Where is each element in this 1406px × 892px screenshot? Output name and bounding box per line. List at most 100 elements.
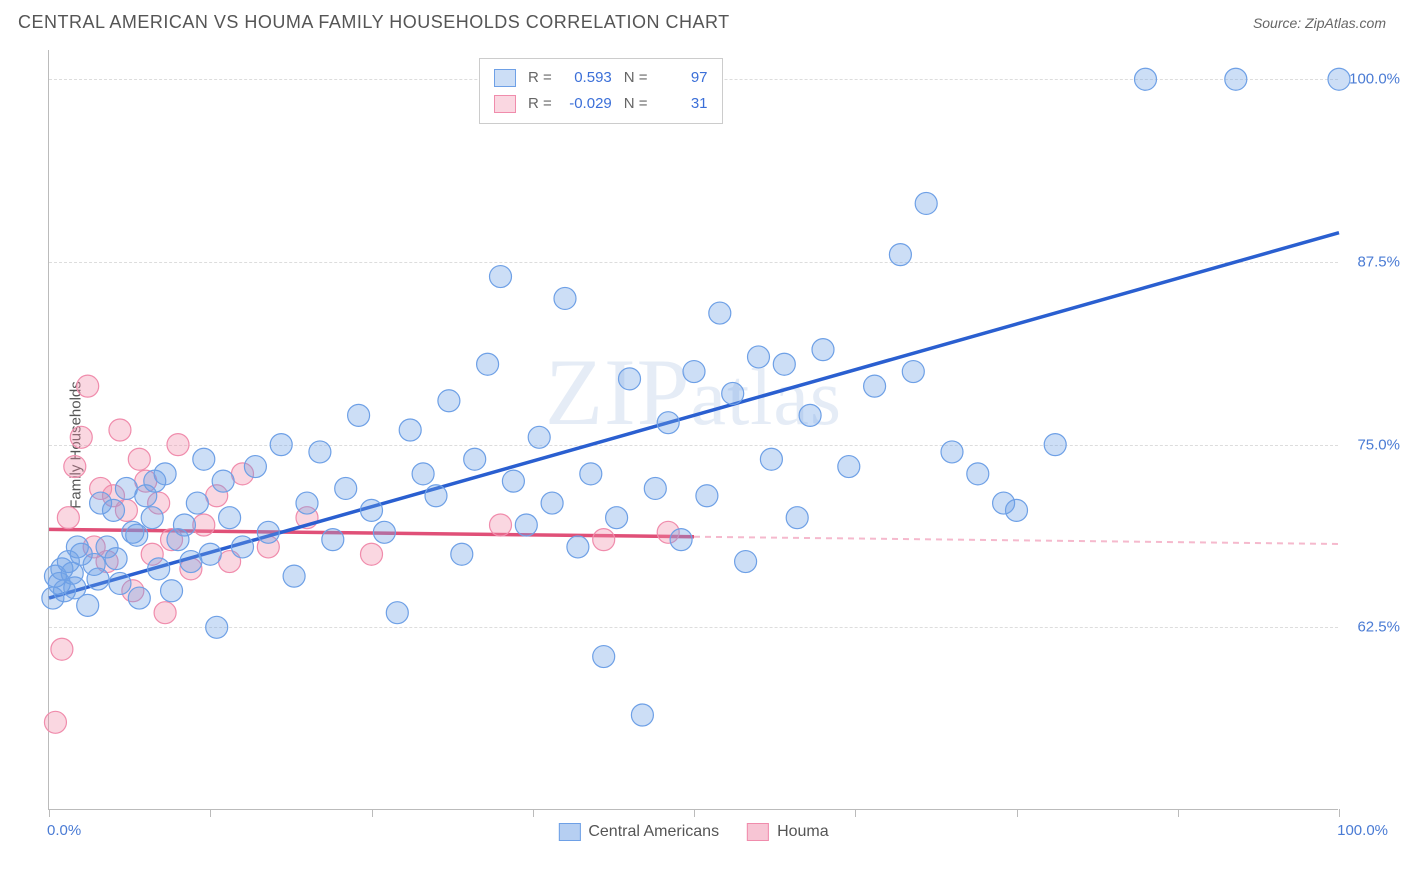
- scatter-point: [103, 499, 125, 521]
- scatter-point: [838, 456, 860, 478]
- stats-row-0: R = 0.593 N = 97: [494, 65, 708, 91]
- scatter-point: [502, 470, 524, 492]
- scatter-point: [219, 507, 241, 529]
- scatter-point: [696, 485, 718, 507]
- stats-row-1: R = -0.029 N = 31: [494, 91, 708, 117]
- scatter-point: [490, 266, 512, 288]
- scatter-point: [296, 492, 318, 514]
- chart-title: CENTRAL AMERICAN VS HOUMA FAMILY HOUSEHO…: [18, 12, 730, 33]
- scatter-point: [105, 548, 127, 570]
- scatter-point: [593, 646, 615, 668]
- stat-r-value: -0.029: [560, 91, 612, 117]
- scatter-point: [212, 470, 234, 492]
- scatter-point: [580, 463, 602, 485]
- x-tick: [372, 809, 373, 817]
- scatter-point: [425, 485, 447, 507]
- stats-legend: R = 0.593 N = 97 R = -0.029 N = 31: [479, 58, 723, 124]
- scatter-point: [283, 565, 305, 587]
- scatter-point: [148, 558, 170, 580]
- scatter-point: [644, 477, 666, 499]
- scatter-point: [186, 492, 208, 514]
- scatter-point: [451, 543, 473, 565]
- scatter-svg: [49, 50, 1338, 809]
- scatter-point: [180, 551, 202, 573]
- scatter-point: [109, 419, 131, 441]
- scatter-point: [1044, 434, 1066, 456]
- scatter-point: [864, 375, 886, 397]
- scatter-point: [61, 562, 83, 584]
- x-tick: [1339, 809, 1340, 817]
- scatter-point: [206, 616, 228, 638]
- stat-n-label: N =: [624, 65, 648, 91]
- stat-r-value: 0.593: [560, 65, 612, 91]
- scatter-point: [66, 536, 88, 558]
- legend-label: Houma: [777, 823, 829, 841]
- scatter-point: [199, 543, 221, 565]
- scatter-point: [567, 536, 589, 558]
- scatter-point: [631, 704, 653, 726]
- stat-n-label: N =: [624, 91, 648, 117]
- scatter-point: [51, 638, 73, 660]
- scatter-point: [386, 602, 408, 624]
- scatter-point: [902, 361, 924, 383]
- scatter-point: [173, 514, 195, 536]
- scatter-point: [412, 463, 434, 485]
- x-tick: [1017, 809, 1018, 817]
- scatter-point: [335, 477, 357, 499]
- scatter-point: [399, 419, 421, 441]
- scatter-point: [541, 492, 563, 514]
- scatter-point: [361, 543, 383, 565]
- scatter-point: [1328, 68, 1350, 90]
- scatter-point: [683, 361, 705, 383]
- scatter-point: [1225, 68, 1247, 90]
- scatter-point: [167, 434, 189, 456]
- scatter-point: [42, 587, 64, 609]
- scatter-point: [941, 441, 963, 463]
- source-attribution: Source: ZipAtlas.com: [1253, 15, 1386, 31]
- scatter-point: [77, 375, 99, 397]
- x-tick: [533, 809, 534, 817]
- scatter-point: [799, 404, 821, 426]
- regression-line-dashed: [694, 537, 1339, 544]
- scatter-point: [193, 514, 215, 536]
- scatter-point: [244, 456, 266, 478]
- stat-n-value: 31: [656, 91, 708, 117]
- scatter-point: [515, 514, 537, 536]
- x-tick: [1178, 809, 1179, 817]
- scatter-point: [619, 368, 641, 390]
- scatter-point: [128, 448, 150, 470]
- swatch-icon: [558, 823, 580, 841]
- scatter-point: [128, 587, 150, 609]
- chart-container: Family Households ZIPatlas 62.5%75.0%87.…: [48, 50, 1388, 840]
- scatter-point: [257, 521, 279, 543]
- stat-r-label: R =: [528, 65, 552, 91]
- x-axis-left-label: 0.0%: [47, 822, 81, 839]
- scatter-point: [87, 568, 109, 590]
- scatter-point: [889, 244, 911, 266]
- x-tick: [694, 809, 695, 817]
- scatter-point: [1006, 499, 1028, 521]
- scatter-point: [77, 594, 99, 616]
- scatter-point: [70, 426, 92, 448]
- x-tick: [49, 809, 50, 817]
- scatter-point: [322, 529, 344, 551]
- scatter-point: [477, 353, 499, 375]
- scatter-point: [786, 507, 808, 529]
- scatter-point: [760, 448, 782, 470]
- stat-n-value: 97: [656, 65, 708, 91]
- scatter-point: [193, 448, 215, 470]
- legend-item-0: Central Americans: [558, 823, 719, 841]
- scatter-point: [64, 456, 86, 478]
- scatter-point: [915, 192, 937, 214]
- scatter-point: [735, 551, 757, 573]
- scatter-point: [161, 580, 183, 602]
- x-tick: [855, 809, 856, 817]
- scatter-point: [490, 514, 512, 536]
- scatter-point: [126, 524, 148, 546]
- swatch-icon: [747, 823, 769, 841]
- scatter-point: [464, 448, 486, 470]
- scatter-point: [967, 463, 989, 485]
- x-axis-right-label: 100.0%: [1337, 822, 1388, 839]
- scatter-point: [773, 353, 795, 375]
- scatter-point: [270, 434, 292, 456]
